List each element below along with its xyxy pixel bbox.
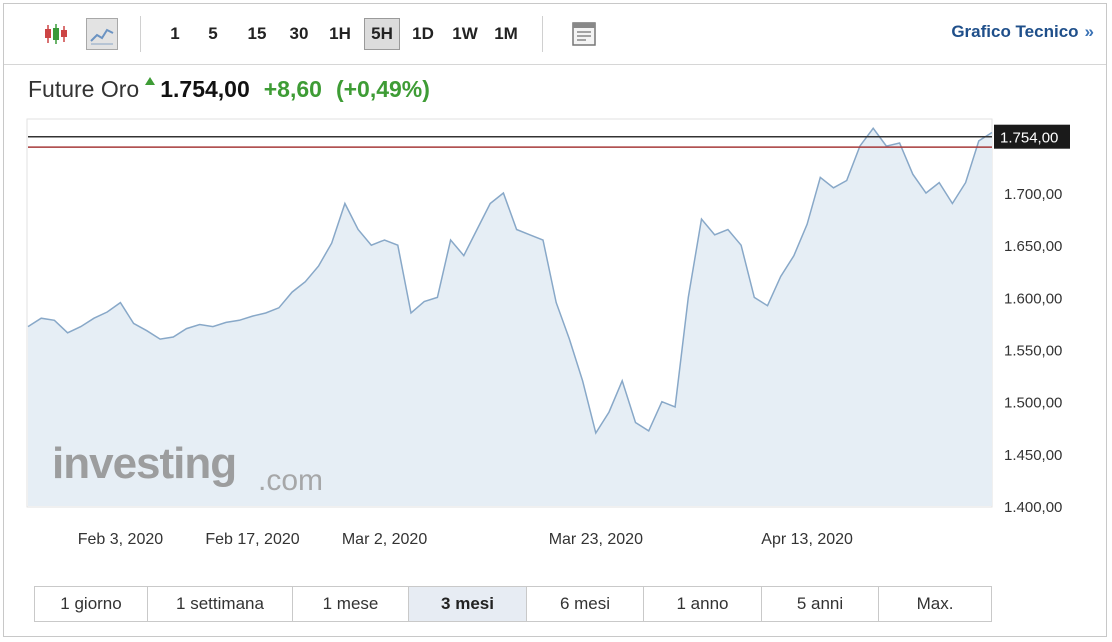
price-change-percent: (+0,49%) xyxy=(335,76,430,102)
price-chart[interactable]: 1.400,00 1.450,00 1.500,00 1.550,00 1.600,00… xyxy=(26,118,1106,558)
chart-toolbar: 1 5 15 30 1H 5H 1D 1W 1M Grafico Tecnico… xyxy=(4,4,1106,65)
y-tick-label: 1.700,00 xyxy=(1004,186,1062,203)
price-area-fill xyxy=(28,128,992,507)
period-max[interactable]: Max. xyxy=(916,594,954,613)
double-chevron-right-icon: » xyxy=(1084,22,1094,41)
technical-chart-label: Grafico Tecnico xyxy=(951,22,1079,41)
chart-widget: 1 5 15 30 1H 5H 1D 1W 1M Grafico Tecnico… xyxy=(3,3,1107,637)
period-1-day[interactable]: 1 giorno xyxy=(35,587,148,621)
price-chart-svg: 1.400,00 1.450,00 1.500,00 1.550,00 1.600,00… xyxy=(26,118,1070,548)
period-5-years[interactable]: 5 anni xyxy=(762,587,879,621)
interval-1m-button[interactable]: 1M xyxy=(494,24,518,43)
price-change: +8,60 xyxy=(263,76,322,102)
period-1-week[interactable]: 1 settimana xyxy=(148,587,293,621)
last-price-tag-bg xyxy=(994,124,1070,149)
last-price-tag: 1.754,00 xyxy=(994,124,1070,149)
x-tick-label: Feb 17, 2020 xyxy=(205,531,299,548)
y-tick-label: 1.500,00 xyxy=(1004,395,1062,412)
period-selector: 1 giorno 1 settimana 1 mese 3 mesi 6 mes… xyxy=(34,586,992,622)
y-tick-label: 1.600,00 xyxy=(1004,290,1062,307)
period-1-year[interactable]: 1 anno xyxy=(644,587,762,621)
candlestick-icon xyxy=(45,24,67,44)
interval-1-button[interactable]: 1 xyxy=(170,24,180,43)
watermark-investing: investing xyxy=(52,439,236,488)
interval-1d-button[interactable]: 1D xyxy=(412,24,434,43)
y-tick-label: 1.650,00 xyxy=(1004,238,1062,255)
technical-chart-link[interactable]: Grafico Tecnico » xyxy=(951,22,1094,42)
y-axis: 1.400,00 1.450,00 1.500,00 1.550,00 1.600,00… xyxy=(1004,186,1062,516)
x-tick-label: Apr 13, 2020 xyxy=(761,531,853,548)
watermark: investing .com xyxy=(52,439,323,497)
y-tick-label: 1.550,00 xyxy=(1004,343,1062,360)
last-price: 1.754,00 xyxy=(160,76,250,102)
table-layout-icon xyxy=(572,22,596,46)
last-price-tag-label: 1.754,00 xyxy=(1000,130,1058,147)
area-chart-button[interactable] xyxy=(86,18,118,50)
interval-5h-button[interactable]: 5H xyxy=(364,18,400,50)
period-6-months[interactable]: 6 mesi xyxy=(527,587,644,621)
price-line xyxy=(27,127,993,435)
period-1-month[interactable]: 1 mese xyxy=(293,587,409,621)
interval-5-button[interactable]: 5 xyxy=(208,24,218,43)
quote-header: Future Oro 1.754,00 +8,60 (+0,49%) xyxy=(28,76,430,106)
y-tick-label: 1.450,00 xyxy=(1004,447,1062,464)
area-chart-icon xyxy=(90,28,114,45)
toolbar-divider xyxy=(140,16,141,52)
instrument-name: Future Oro xyxy=(28,76,140,102)
y-tick-label: 1.400,00 xyxy=(1004,499,1062,516)
x-tick-label: Feb 3, 2020 xyxy=(78,531,164,548)
interval-1h-button[interactable]: 1H xyxy=(329,24,351,43)
toolbar-divider xyxy=(542,16,543,52)
x-tick-label: Mar 2, 2020 xyxy=(342,531,427,548)
interval-30-button[interactable]: 30 xyxy=(289,24,309,43)
interval-15-button[interactable]: 15 xyxy=(247,24,267,43)
interval-1w-button[interactable]: 1W xyxy=(452,24,478,43)
period-3-months[interactable]: 3 mesi xyxy=(409,587,527,621)
x-axis: Feb 3, 2020 Feb 17, 2020 Mar 2, 2020 Mar 23… xyxy=(78,531,853,548)
x-tick-label: Mar 23, 2020 xyxy=(549,531,643,548)
watermark-com: .com xyxy=(258,464,323,497)
candlestick-chart-button[interactable] xyxy=(40,18,72,50)
layout-button[interactable] xyxy=(568,18,600,50)
up-arrow-icon xyxy=(145,77,156,85)
